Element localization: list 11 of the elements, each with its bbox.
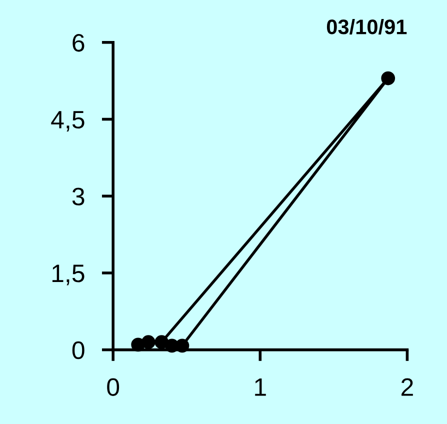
point — [141, 335, 156, 350]
x-tick-label: 2 — [402, 378, 413, 396]
y-tick-label: 6 — [72, 34, 84, 52]
x-tick-label: 0 — [107, 378, 120, 396]
y-tick-label: 3 — [72, 188, 84, 206]
point — [381, 71, 396, 86]
chart-title: 03/10/91 — [326, 18, 407, 34]
y-tick-label: 1,5 — [52, 264, 84, 286]
y-tick-label: 0 — [72, 341, 84, 360]
x-tick-label: 1 — [255, 378, 266, 396]
y-tick-label: 4,5 — [51, 111, 84, 132]
